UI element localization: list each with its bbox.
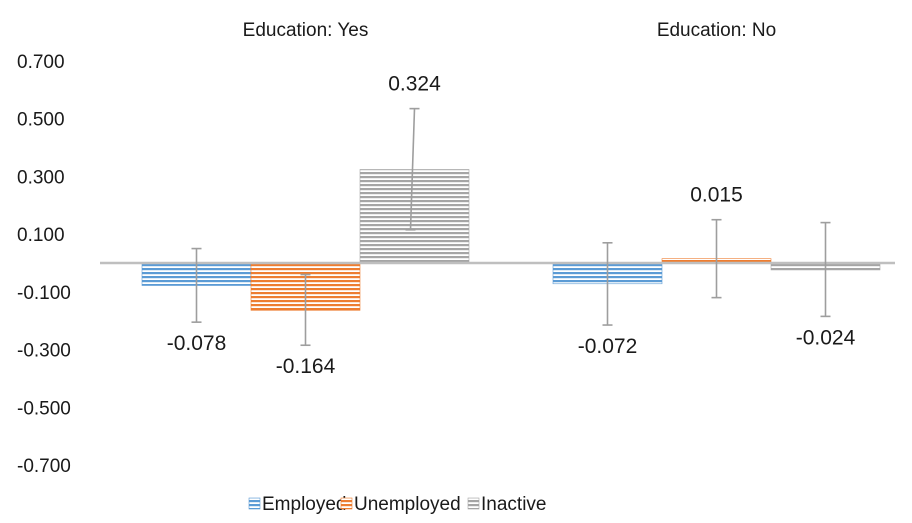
error-bar-inactive-education-yes xyxy=(405,107,420,231)
data-labels-layer: -0.078 -0.164 0.324 -0.072 0.015 -0.024 xyxy=(167,73,856,379)
data-label-unemployed-education-no: 0.015 xyxy=(690,184,743,207)
legend-label-unemployed: Unemployed xyxy=(354,494,461,515)
legend: Employed Unemployed Inactive xyxy=(248,494,546,515)
y-tick-label: 0.300 xyxy=(17,167,65,188)
y-tick-label: -0.700 xyxy=(17,456,71,477)
data-label-inactive-education-yes: 0.324 xyxy=(388,73,441,96)
bar-inactive-education-yes xyxy=(359,169,470,264)
error-bar-employed-education-yes xyxy=(191,247,202,323)
data-label-employed-education-no: -0.072 xyxy=(578,335,638,358)
legend-label-employed: Employed xyxy=(262,494,347,515)
data-label-unemployed-education-yes: -0.164 xyxy=(276,355,336,378)
y-tick-label: -0.300 xyxy=(17,341,71,362)
data-label-employed-education-yes: -0.078 xyxy=(167,332,227,355)
legend-swatch-inactive xyxy=(467,497,480,510)
legend-swatch-employed xyxy=(248,497,261,510)
y-tick-label: -0.500 xyxy=(17,398,71,419)
category-title-education-yes: Education: Yes xyxy=(243,20,369,41)
error-bar-inactive-education-no xyxy=(820,221,831,318)
y-tick-label: 0.500 xyxy=(17,110,65,131)
legend-item-inactive: Inactive xyxy=(467,494,546,515)
legend-swatch-unemployed xyxy=(340,497,353,510)
category-title-education-no: Education: No xyxy=(657,20,776,41)
data-label-inactive-education-no: -0.024 xyxy=(796,326,856,349)
error-bar-unemployed-education-no xyxy=(711,218,722,299)
error-bar-employed-education-no xyxy=(602,242,613,326)
y-tick-label: -0.100 xyxy=(17,283,71,304)
legend-item-employed: Employed xyxy=(248,494,347,515)
y-tick-label: 0.700 xyxy=(17,52,65,73)
y-tick-label: 0.100 xyxy=(17,225,65,246)
legend-item-unemployed: Unemployed xyxy=(340,494,461,515)
error-bar-unemployed-education-yes xyxy=(300,273,311,347)
bars-layer xyxy=(141,169,881,311)
error-bars-layer xyxy=(191,107,831,347)
legend-label-inactive: Inactive xyxy=(481,494,546,515)
category-titles: Education: Yes Education: No xyxy=(243,20,777,41)
y-axis-ticks: 0.700 0.500 0.300 0.100 -0.100 -0.300 -0.500 -0… xyxy=(17,52,71,477)
